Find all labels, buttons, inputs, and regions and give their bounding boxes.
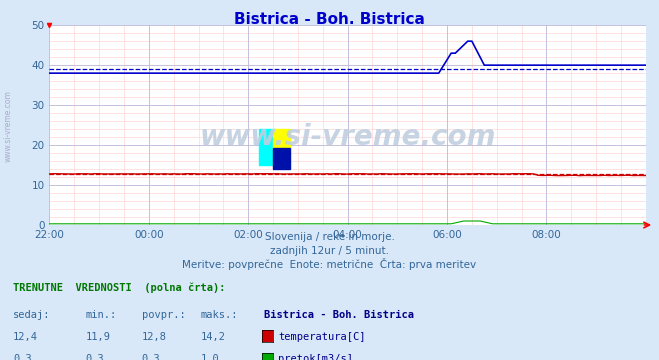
Text: min.:: min.: (86, 310, 117, 320)
Text: www.si-vreme.com: www.si-vreme.com (3, 90, 13, 162)
Text: 11,9: 11,9 (86, 332, 111, 342)
Text: pretok[m3/s]: pretok[m3/s] (278, 354, 353, 360)
Text: 12,4: 12,4 (13, 332, 38, 342)
Text: 0,3: 0,3 (142, 354, 160, 360)
Text: TRENUTNE  VREDNOSTI  (polna črta):: TRENUTNE VREDNOSTI (polna črta): (13, 283, 225, 293)
Bar (273, 129, 290, 149)
Text: 12,8: 12,8 (142, 332, 167, 342)
Text: 1,0: 1,0 (201, 354, 219, 360)
Text: sedaj:: sedaj: (13, 310, 51, 320)
Text: temperatura[C]: temperatura[C] (278, 332, 366, 342)
Bar (258, 129, 275, 165)
Text: 14,2: 14,2 (201, 332, 226, 342)
Text: Bistrica - Boh. Bistrica: Bistrica - Boh. Bistrica (234, 12, 425, 27)
Text: zadnjih 12ur / 5 minut.: zadnjih 12ur / 5 minut. (270, 246, 389, 256)
Text: www.si-vreme.com: www.si-vreme.com (200, 123, 496, 151)
Text: maks.:: maks.: (201, 310, 239, 320)
Text: 0,3: 0,3 (13, 354, 32, 360)
Bar (273, 148, 290, 169)
Text: Slovenija / reke in morje.: Slovenija / reke in morje. (264, 232, 395, 242)
Text: Meritve: povprečne  Enote: metrične  Črta: prva meritev: Meritve: povprečne Enote: metrične Črta:… (183, 258, 476, 270)
Text: 0,3: 0,3 (86, 354, 104, 360)
Text: povpr.:: povpr.: (142, 310, 185, 320)
Text: Bistrica - Boh. Bistrica: Bistrica - Boh. Bistrica (264, 310, 414, 320)
